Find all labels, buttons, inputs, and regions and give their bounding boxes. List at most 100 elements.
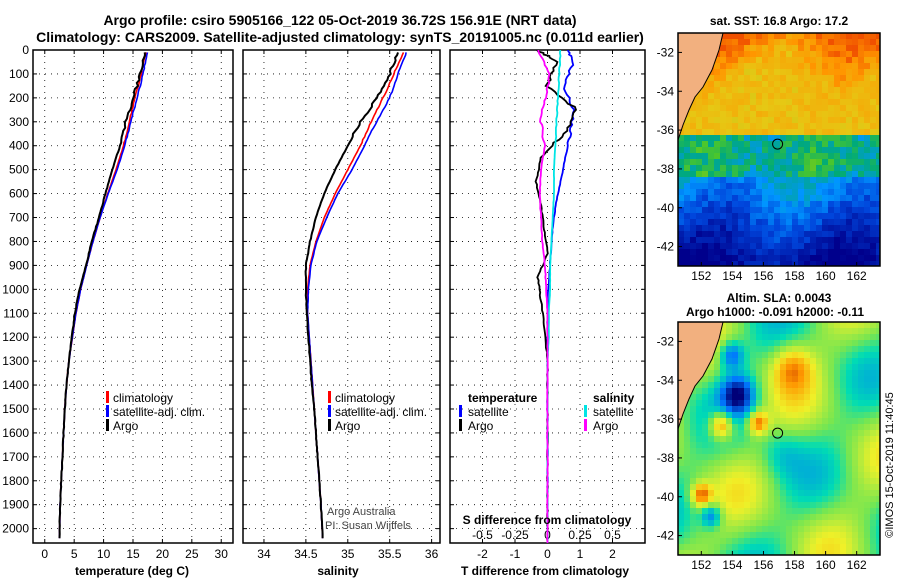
sst-cell [690,165,696,171]
sla-cell [816,448,822,454]
sla-cell [714,430,720,436]
sst-cell [834,219,840,225]
sla-cell [870,442,876,448]
sla-cell [858,520,864,526]
sst-cell [720,51,726,57]
sst-cell [756,81,762,87]
sla-cell [810,340,816,346]
sla-cell [774,388,780,394]
sla-cell [822,478,828,484]
sst-cell [696,261,702,266]
sst-cell [846,87,852,93]
sst-cell [804,177,810,183]
sla-cell [702,436,708,442]
sst-cell [762,147,768,153]
sla-cell [852,502,858,508]
sla-cell [876,520,880,526]
sst-cell [750,255,756,261]
sst-cell [876,165,880,171]
sst-cell [864,57,870,63]
sla-cell [870,400,876,406]
sla-cell [786,418,792,424]
sst-cell [828,165,834,171]
sla-cell [702,544,708,550]
sst-cell [828,243,834,249]
sst-cell [816,189,822,195]
sla-cell [750,382,756,388]
sst-cell [756,255,762,261]
sst-cell [858,225,864,231]
depth-tick-label: 700 [9,211,29,225]
sla-cell [768,538,774,544]
sla-cell [714,418,720,424]
sla-cell [858,400,864,406]
sst-cell [792,195,798,201]
sla-cell [840,322,846,328]
sst-cell [798,201,804,207]
sla-cell [846,502,852,508]
sst-cell [870,219,876,225]
t-difference-axis-label: T difference from climatology [461,564,629,578]
sla-cell [822,532,828,538]
sla-cell [828,322,834,328]
sla-cell [750,454,756,460]
sst-cell [816,177,822,183]
sst-cell [834,87,840,93]
sla-cell [846,424,852,430]
coastline [678,33,724,141]
sst-cell [774,165,780,171]
sst-cell [726,249,732,255]
sla-cell [846,454,852,460]
sla-cell [774,436,780,442]
sst-cell [876,111,880,117]
sst-cell [852,255,858,261]
sst-cell [804,33,810,39]
sst-cell [702,117,708,123]
sla-cell [876,490,880,496]
sst-cell [876,249,880,255]
sla-cell [756,484,762,490]
sla-cell [780,466,786,472]
sst-cell [720,45,726,51]
sla-cell [852,520,858,526]
sla-cell [714,514,720,520]
sst-cell [852,111,858,117]
sst-cell [714,225,720,231]
sst-cell [720,225,726,231]
sla-cell [750,376,756,382]
sla-cell [720,484,726,490]
sla-cell [744,514,750,520]
sst-cell [828,237,834,243]
sla-cell [852,544,858,550]
sla-cell [828,364,834,370]
sst-cell [858,45,864,51]
sst-cell [858,63,864,69]
sla-cell [804,346,810,352]
sst-cell [792,87,798,93]
x-tick-label: 0 [544,547,551,561]
sst-cell [738,249,744,255]
sla-cell [828,406,834,412]
sla-cell [738,370,744,376]
sla-cell [798,322,804,328]
sla-cell [804,544,810,550]
sst-cell [780,51,786,57]
sst-cell [708,159,714,165]
sla-cell [744,490,750,496]
sla-cell [834,478,840,484]
sla-cell [762,370,768,376]
sla-cell [762,532,768,538]
sst-cell [846,237,852,243]
sla-cell [816,526,822,532]
sla-cell [828,544,834,550]
sla-cell [720,322,726,328]
sla-cell [690,430,696,436]
sst-cell [786,195,792,201]
sst-cell [816,249,822,255]
sla-cell [792,388,798,394]
sla-cell [684,418,690,424]
sla-cell [762,430,768,436]
sla-cell [738,382,744,388]
sst-cell [876,57,880,63]
sst-cell [708,195,714,201]
